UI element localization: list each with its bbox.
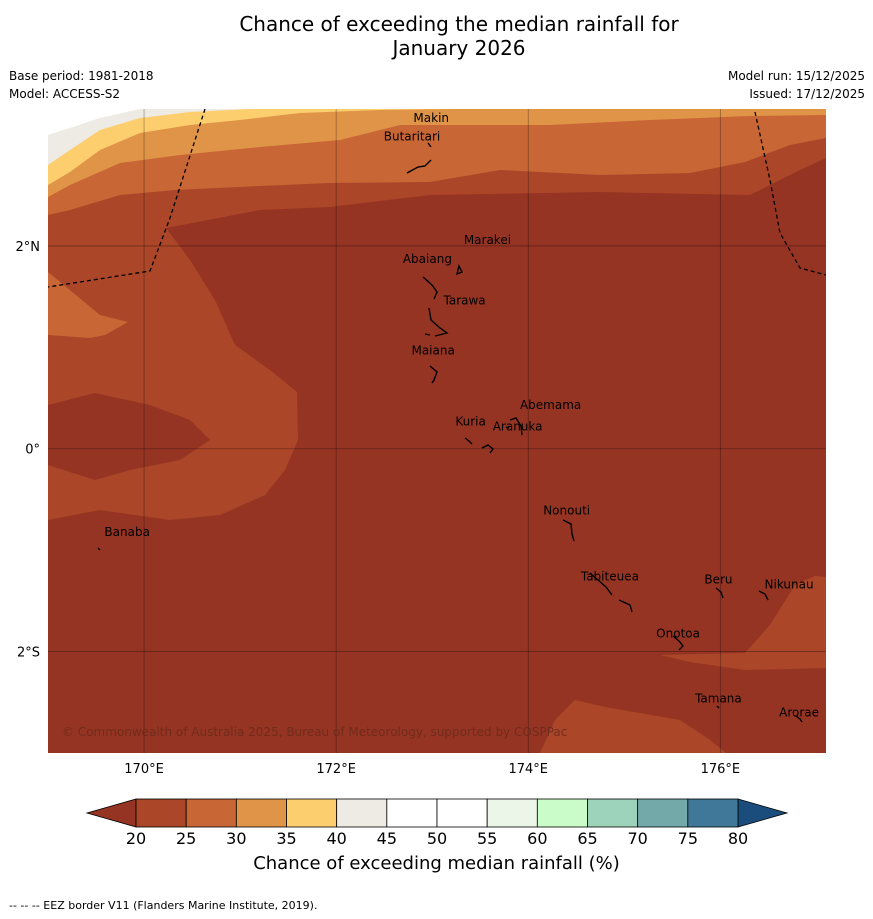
island-beru bbox=[715, 587, 724, 599]
zone-45-50 bbox=[48, 109, 140, 135]
colorbar-under-arrow bbox=[85, 798, 137, 828]
island-tarawa bbox=[424, 307, 449, 337]
lon-tick-label: 176°E bbox=[701, 762, 741, 777]
colorbar-title: Chance of exceeding median rainfall (%) bbox=[253, 853, 620, 874]
place-label-nonouti: Nonouti bbox=[543, 504, 590, 518]
axis-tick-labels: 170°E 172°E 174°E 176°E 2°N 0° 2°S bbox=[16, 240, 741, 777]
place-label-tarawa: Tarawa bbox=[443, 294, 486, 308]
base-period: Base period: 1981-2018 bbox=[9, 69, 154, 83]
island-onotoa bbox=[672, 635, 684, 651]
colorbar-tick-label: 25 bbox=[176, 829, 196, 848]
colorbar-tick-label: 70 bbox=[627, 829, 647, 848]
place-label-tamana: Tamana bbox=[694, 691, 742, 705]
zone-40-45 bbox=[48, 109, 250, 165]
colorbar-segment bbox=[336, 798, 388, 828]
title-line-2: January 2026 bbox=[392, 36, 526, 60]
place-label-tabiteuea: Tabiteuea bbox=[580, 570, 639, 584]
graticule bbox=[48, 109, 826, 753]
island-nikunau bbox=[758, 590, 769, 601]
colorbar-over-arrow bbox=[737, 798, 789, 828]
lat-tick-label: 2°S bbox=[17, 646, 40, 661]
title-line-1: Chance of exceeding the median rainfall … bbox=[239, 12, 679, 36]
lat-tick-label: 0° bbox=[25, 443, 40, 458]
colorbar-tick-label: 35 bbox=[276, 829, 296, 848]
meta-left: Base period: 1981-2018 Model: ACCESS-S2 bbox=[9, 67, 154, 103]
meta-right: Model run: 15/12/2025 Issued: 17/12/2025 bbox=[728, 67, 865, 103]
place-label-onotoa: Onotoa bbox=[656, 626, 700, 640]
copyright-text: © Commonwealth of Australia 2025, Bureau… bbox=[62, 725, 567, 739]
colorbar-segment bbox=[486, 798, 538, 828]
colorbar-segment bbox=[386, 798, 438, 828]
island-kuria bbox=[464, 437, 473, 445]
place-label-marakei: Marakei bbox=[464, 233, 511, 247]
eez-borders bbox=[48, 109, 826, 288]
lon-tick-label: 170°E bbox=[124, 762, 164, 777]
colorbar-tick-label: 55 bbox=[477, 829, 497, 848]
place-label-butaritari: Butaritari bbox=[384, 129, 441, 143]
island-tamana bbox=[716, 705, 720, 709]
model-run: Model run: 15/12/2025 bbox=[727, 69, 865, 83]
colorbar-tick-label: 60 bbox=[527, 829, 547, 848]
model-name: Model: ACCESS-S2 bbox=[9, 87, 121, 101]
colorbar-tick-label: 50 bbox=[427, 829, 447, 848]
colorbar-tick-label: 30 bbox=[226, 829, 246, 848]
place-label-nikunau: Nikunau bbox=[765, 578, 814, 592]
colorbar-tick-label: 75 bbox=[678, 829, 698, 848]
place-label-kuria: Kuria bbox=[455, 414, 486, 428]
zone-20-25-south bbox=[540, 700, 726, 753]
zone-25-30-west bbox=[48, 272, 128, 338]
place-label-aranuka: Aranuka bbox=[493, 419, 543, 433]
island-marakei bbox=[455, 263, 463, 276]
colorbar-segment bbox=[286, 798, 338, 828]
colorbar-tick-label: 45 bbox=[377, 829, 397, 848]
place-label-banaba: Banaba bbox=[104, 525, 150, 539]
island-abaiang bbox=[422, 276, 438, 300]
issued-date: Issued: 17/12/2025 bbox=[749, 87, 865, 101]
colorbar-segment bbox=[185, 798, 237, 828]
place-labels: Makin Butaritari Marakei Abaiang Tarawa Maian… bbox=[104, 111, 819, 719]
island-butaritari bbox=[406, 159, 432, 174]
probability-shading bbox=[48, 109, 826, 753]
colorbar-tick-label: 65 bbox=[577, 829, 597, 848]
place-label-abaiang: Abaiang bbox=[403, 252, 452, 266]
zone-below-20-west-tongue bbox=[48, 393, 210, 480]
colorbar: 20 25 30 35 40 45 50 55 60 65 70 75 80 bbox=[85, 798, 789, 848]
colorbar-tick-label: 80 bbox=[728, 829, 748, 848]
zone-20-25-southeast bbox=[660, 576, 826, 670]
island-tabiteuea bbox=[589, 572, 633, 613]
place-label-beru: Beru bbox=[704, 573, 732, 587]
place-label-maiana: Maiana bbox=[411, 343, 454, 357]
colorbar-segment bbox=[587, 798, 639, 828]
lon-tick-label: 172°E bbox=[316, 762, 356, 777]
island-arorae bbox=[795, 715, 803, 723]
island-aranuka bbox=[481, 444, 494, 454]
eez-border-west bbox=[48, 109, 206, 288]
island-banaba bbox=[97, 547, 101, 551]
colorbar-segment bbox=[235, 798, 287, 828]
lat-tick-label: 2°N bbox=[16, 240, 41, 255]
place-label-abemama: Abemama bbox=[520, 398, 581, 412]
zone-30-35 bbox=[48, 109, 826, 197]
island-maiana bbox=[429, 365, 438, 384]
place-label-makin: Makin bbox=[413, 111, 449, 125]
island-nonouti bbox=[562, 519, 575, 542]
colorbar-tick-label: 20 bbox=[126, 829, 146, 848]
colorbar-tick-label: 40 bbox=[326, 829, 346, 848]
colorbar-segment bbox=[135, 798, 187, 828]
island-outlines bbox=[97, 142, 803, 723]
colorbar-segment bbox=[687, 798, 739, 828]
map-title: Chance of exceeding the median rainfall … bbox=[0, 12, 873, 60]
colorbar-segment bbox=[536, 798, 588, 828]
zone-35-40 bbox=[48, 109, 450, 185]
island-abemama bbox=[505, 417, 523, 436]
colorbar-segment bbox=[436, 798, 488, 828]
island-makin bbox=[427, 142, 432, 148]
colorbar-segment bbox=[637, 798, 689, 828]
footer-eez-note: -- -- -- EEZ border V11 (Flanders Marine… bbox=[9, 899, 318, 912]
place-label-arorae: Arorae bbox=[779, 705, 819, 719]
lon-tick-label: 174°E bbox=[508, 762, 548, 777]
